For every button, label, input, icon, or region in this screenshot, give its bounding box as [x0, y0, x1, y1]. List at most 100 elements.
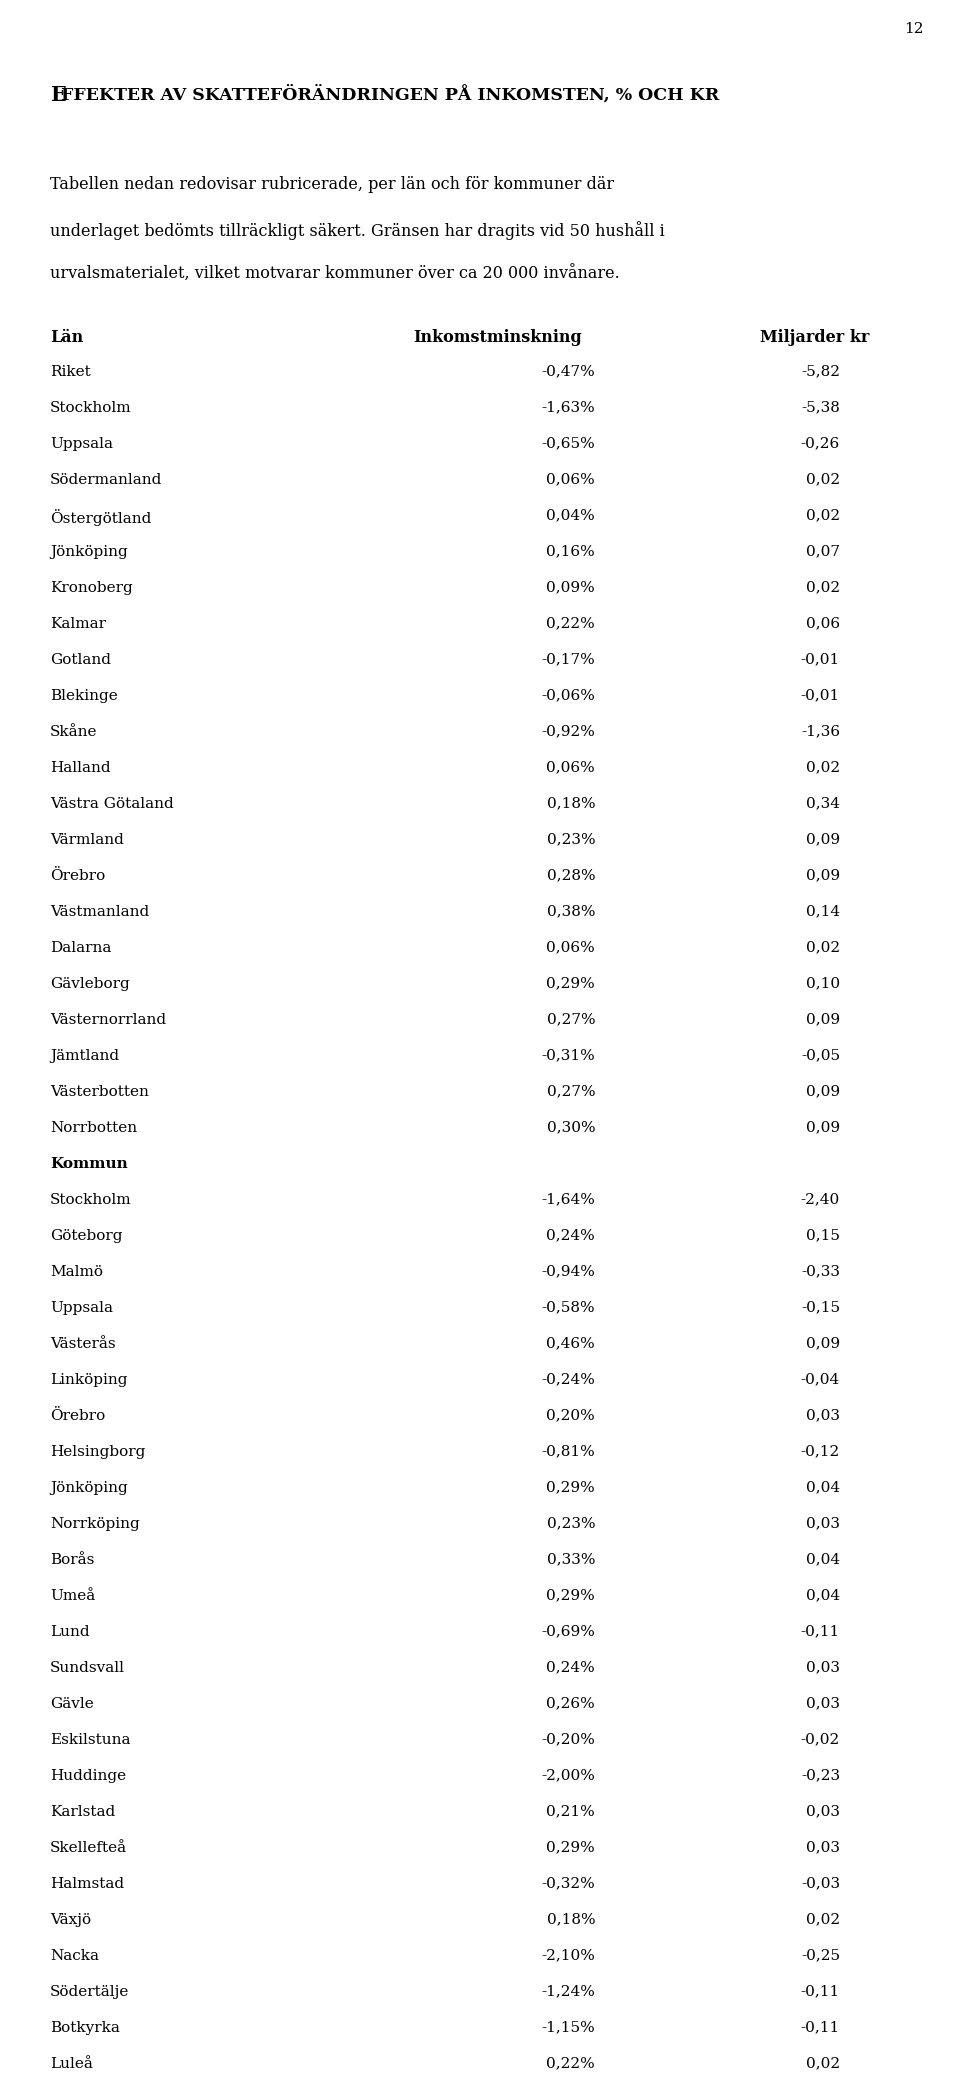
Text: -0,20%: -0,20% [541, 1733, 595, 1746]
Text: -0,06%: -0,06% [541, 689, 595, 703]
Text: -0,81%: -0,81% [541, 1444, 595, 1459]
Text: 0,03: 0,03 [806, 1660, 840, 1674]
Text: E: E [50, 84, 66, 105]
Text: Halland: Halland [50, 760, 110, 774]
Text: Stockholm: Stockholm [50, 1193, 132, 1206]
Text: Västmanland: Västmanland [50, 904, 149, 919]
Text: -0,94%: -0,94% [541, 1264, 595, 1279]
Text: -0,11: -0,11 [801, 1984, 840, 1999]
Text: -1,36: -1,36 [801, 724, 840, 739]
Text: -0,31%: -0,31% [541, 1049, 595, 1063]
Text: Skåne: Skåne [50, 724, 97, 739]
Text: 0,15: 0,15 [806, 1229, 840, 1243]
Text: -0,01: -0,01 [801, 689, 840, 703]
Text: Sundsvall: Sundsvall [50, 1660, 125, 1674]
Text: 0,16%: 0,16% [546, 544, 595, 559]
Text: Umeå: Umeå [50, 1589, 95, 1603]
Text: -0,33: -0,33 [801, 1264, 840, 1279]
Text: urvalsmaterialet, vilket motvarar kommuner över ca 20 000 invånare.: urvalsmaterialet, vilket motvarar kommun… [50, 266, 619, 283]
Text: 0,09: 0,09 [805, 1120, 840, 1134]
Text: Östergötland: Östergötland [50, 509, 152, 525]
Text: 0,04: 0,04 [805, 1589, 840, 1603]
Text: Nacka: Nacka [50, 1949, 99, 1963]
Text: -0,24%: -0,24% [541, 1373, 595, 1386]
Text: -1,64%: -1,64% [541, 1193, 595, 1206]
Text: -5,82: -5,82 [801, 364, 840, 379]
Text: -0,01: -0,01 [801, 653, 840, 666]
Text: 0,02: 0,02 [805, 473, 840, 486]
Text: 0,07: 0,07 [806, 544, 840, 559]
Text: 0,34: 0,34 [806, 797, 840, 810]
Text: 0,02: 0,02 [805, 580, 840, 594]
Text: Örebro: Örebro [50, 869, 106, 883]
Text: 0,02: 0,02 [805, 760, 840, 774]
Text: 0,24%: 0,24% [546, 1229, 595, 1243]
Text: Kronoberg: Kronoberg [50, 580, 132, 594]
Text: 0,22%: 0,22% [546, 617, 595, 630]
Text: Botkyrka: Botkyrka [50, 2020, 120, 2034]
Text: -5,38: -5,38 [802, 400, 840, 414]
Text: Örebro: Örebro [50, 1409, 106, 1423]
Text: 0,02: 0,02 [805, 1913, 840, 1926]
Text: -0,11: -0,11 [801, 1624, 840, 1639]
Text: Borås: Borås [50, 1553, 94, 1566]
Text: 0,03: 0,03 [806, 1804, 840, 1819]
Text: 0,03: 0,03 [806, 1697, 840, 1710]
Text: 0,06%: 0,06% [546, 473, 595, 486]
Text: -0,32%: -0,32% [541, 1877, 595, 1890]
Text: Linköping: Linköping [50, 1373, 128, 1386]
Text: 0,29%: 0,29% [546, 1480, 595, 1494]
Text: 0,38%: 0,38% [546, 904, 595, 919]
Text: Dalarna: Dalarna [50, 940, 111, 954]
Text: 0,22%: 0,22% [546, 2057, 595, 2070]
Text: Stockholm: Stockholm [50, 400, 132, 414]
Text: 0,02: 0,02 [805, 509, 840, 523]
Text: -0,17%: -0,17% [541, 653, 595, 666]
Text: Gävle: Gävle [50, 1697, 94, 1710]
Text: 0,29%: 0,29% [546, 1589, 595, 1603]
Text: Södermanland: Södermanland [50, 473, 162, 486]
Text: Västernorrland: Västernorrland [50, 1013, 166, 1026]
Text: underlaget bedömts tillräckligt säkert. Gränsen har dragits vid 50 hushåll i: underlaget bedömts tillräckligt säkert. … [50, 220, 664, 241]
Text: 0,04: 0,04 [805, 1480, 840, 1494]
Text: Uppsala: Uppsala [50, 437, 113, 450]
Text: -0,23: -0,23 [801, 1769, 840, 1783]
Text: Uppsala: Uppsala [50, 1300, 113, 1314]
Text: -2,00%: -2,00% [541, 1769, 595, 1783]
Text: Västra Götaland: Västra Götaland [50, 797, 174, 810]
Text: 0,09: 0,09 [805, 869, 840, 883]
Text: 0,04%: 0,04% [546, 509, 595, 523]
Text: Inkomstminskning: Inkomstminskning [413, 329, 582, 345]
Text: 0,18%: 0,18% [546, 797, 595, 810]
Text: Huddinge: Huddinge [50, 1769, 126, 1783]
Text: -1,15%: -1,15% [541, 2020, 595, 2034]
Text: 0,10: 0,10 [805, 977, 840, 990]
Text: Värmland: Värmland [50, 833, 124, 846]
Text: 0,06%: 0,06% [546, 940, 595, 954]
Text: 0,21%: 0,21% [546, 1804, 595, 1819]
Text: 0,28%: 0,28% [546, 869, 595, 883]
Text: -0,02: -0,02 [801, 1733, 840, 1746]
Text: 0,23%: 0,23% [546, 1517, 595, 1530]
Text: 0,06: 0,06 [805, 617, 840, 630]
Text: Kalmar: Kalmar [50, 617, 106, 630]
Text: Miljarder kr: Miljarder kr [760, 329, 870, 345]
Text: Län: Län [50, 329, 84, 345]
Text: Tabellen nedan redovisar rubricerade, per län och för kommuner där: Tabellen nedan redovisar rubricerade, pe… [50, 176, 614, 193]
Text: Jämtland: Jämtland [50, 1049, 119, 1063]
Text: 0,09: 0,09 [805, 1084, 840, 1099]
Text: 0,29%: 0,29% [546, 1840, 595, 1854]
Text: 0,27%: 0,27% [546, 1013, 595, 1026]
Text: Eskilstuna: Eskilstuna [50, 1733, 131, 1746]
Text: Riket: Riket [50, 364, 90, 379]
Text: 0,46%: 0,46% [546, 1337, 595, 1350]
Text: -0,25: -0,25 [801, 1949, 840, 1963]
Text: Blekinge: Blekinge [50, 689, 118, 703]
Text: Västerbotten: Västerbotten [50, 1084, 149, 1099]
Text: Södertälje: Södertälje [50, 1984, 130, 1999]
Text: FFEKTER AV SKATTEFÖRÄNDRINGEN PÅ INKOMSTEN, % OCH KR: FFEKTER AV SKATTEFÖRÄNDRINGEN PÅ INKOMST… [61, 84, 719, 103]
Text: 0,09: 0,09 [805, 1337, 840, 1350]
Text: 0,09: 0,09 [805, 1013, 840, 1026]
Text: 0,14: 0,14 [805, 904, 840, 919]
Text: -0,69%: -0,69% [541, 1624, 595, 1639]
